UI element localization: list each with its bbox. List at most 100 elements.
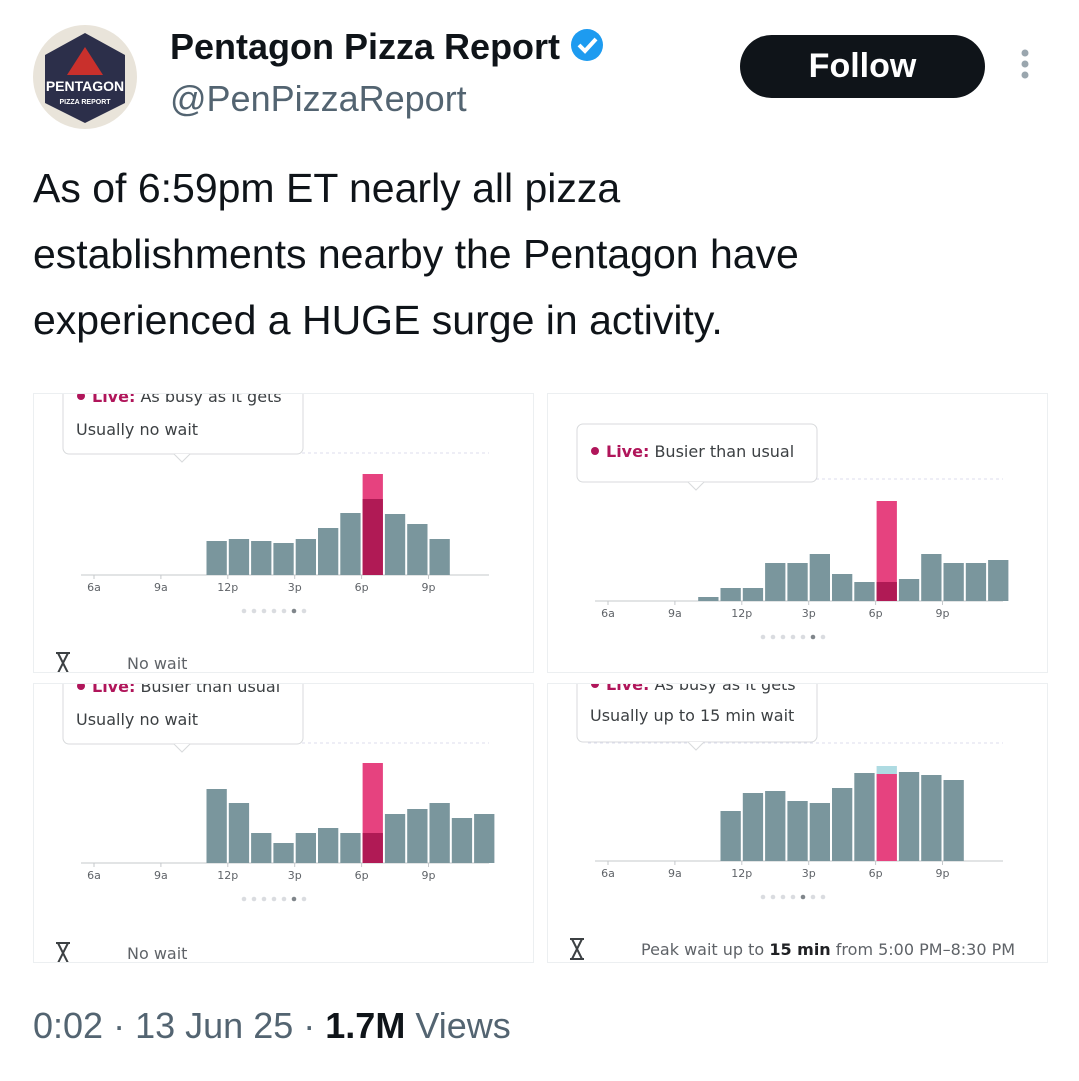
usual-bar	[384, 814, 406, 863]
date[interactable]: 13 Jun 25	[135, 1005, 294, 1046]
x-tick-label: 12p	[217, 869, 238, 882]
chart-panel[interactable]: Live: As busy as it gets Usually up to 15…	[547, 683, 1048, 963]
usual-bar	[921, 775, 942, 861]
usual-bar	[228, 803, 250, 863]
chart-panel[interactable]: Live: Busier than usual Usually no wait 6a…	[33, 683, 534, 963]
usual-bar	[876, 582, 897, 601]
hourglass-icon	[56, 942, 70, 962]
more-button[interactable]	[1015, 48, 1035, 84]
usual-bar	[965, 563, 987, 601]
hourglass-icon	[570, 938, 584, 960]
usual-bar	[720, 811, 741, 861]
footer-part: from 5:00 PM–8:30 PM	[831, 940, 1015, 959]
usual-bar	[943, 780, 964, 861]
page-dot	[790, 634, 796, 640]
usual-bar	[362, 499, 383, 575]
live-bar	[876, 501, 897, 601]
usual-bar	[206, 789, 227, 863]
footer-part: 15 min	[769, 940, 830, 959]
x-tick-label: 6p	[355, 869, 369, 882]
wait-footer: No wait	[127, 944, 187, 963]
live-text: As busy as it gets	[649, 684, 795, 694]
live-bar	[876, 774, 897, 861]
usual-bar	[384, 514, 406, 575]
page-dot	[770, 634, 776, 640]
usual-wait: Usually no wait	[76, 420, 198, 439]
usual-bar	[898, 772, 920, 861]
usual-bar	[251, 833, 272, 863]
usual-bar	[898, 579, 920, 601]
x-tick-label: 6p	[869, 607, 883, 620]
live-label: Live:	[606, 684, 649, 694]
page-dot	[281, 608, 287, 614]
chart: Live: As busy as it gets Usually no wait 6…	[56, 394, 489, 673]
page-dot	[261, 608, 267, 614]
x-tick-label: 12p	[731, 607, 752, 620]
usual-bar	[362, 833, 383, 863]
usual-bar	[273, 843, 294, 863]
live-label: Live:	[92, 394, 135, 406]
separator: ·	[113, 1005, 126, 1046]
handle[interactable]: @PenPizzaReport	[170, 78, 467, 119]
wait-footer: Peak wait up to 15 min from 5:00 PM–8:30…	[641, 940, 1015, 959]
page-dot	[251, 896, 257, 902]
usual-bar	[809, 554, 830, 601]
tooltip-pointer	[687, 741, 705, 751]
x-tick-label: 6a	[601, 867, 615, 880]
usual-bar	[340, 833, 361, 863]
usual-bar	[206, 541, 227, 575]
page-dot	[820, 894, 826, 900]
usual-bar	[832, 574, 853, 601]
page-dot	[790, 894, 796, 900]
chart-panel[interactable]: Live: Busier than usual 6a 9a 12p 3p 6p 9p	[547, 393, 1048, 673]
tooltip-pointer	[173, 453, 191, 463]
follow-button[interactable]: Follow	[740, 35, 985, 98]
usual-bar	[832, 788, 853, 861]
page-dot	[760, 894, 766, 900]
live-text: Busier than usual	[135, 684, 280, 696]
footer-part: No wait	[127, 654, 187, 673]
x-tick-label: 3p	[802, 867, 816, 880]
usual-bar	[742, 588, 764, 601]
usual-bar	[407, 809, 428, 863]
usual-bar	[742, 793, 764, 861]
live-label: Live:	[92, 684, 135, 696]
usual-bar	[921, 554, 942, 601]
chart-panel[interactable]: Live: As busy as it gets Usually no wait 6…	[33, 393, 534, 673]
page-dot	[770, 894, 776, 900]
live-label: Live:	[606, 442, 649, 461]
page-dot	[281, 896, 287, 902]
chart: Live: Busier than usual 6a 9a 12p 3p 6p 9p	[576, 423, 1009, 640]
footer-part: Peak wait up to	[641, 940, 769, 959]
x-tick-label: 9p	[422, 869, 436, 882]
page-dot	[780, 634, 786, 640]
live-status: Live: Busier than usual	[606, 442, 794, 461]
live-icon	[77, 394, 85, 400]
x-tick-label: 9p	[936, 867, 950, 880]
avatar[interactable]: PENTAGON PIZZA REPORT	[33, 25, 138, 130]
time[interactable]: 0:02	[33, 1005, 104, 1046]
display-name[interactable]: Pentagon Pizza Report	[170, 26, 604, 68]
separator: ·	[303, 1005, 316, 1046]
live-status: Live: Busier than usual	[92, 684, 280, 696]
views-count: 1.7M	[325, 1005, 406, 1046]
footer-part: No wait	[127, 944, 187, 963]
usual-bar	[474, 814, 495, 863]
usual-bar	[854, 582, 875, 601]
live-text: As busy as it gets	[135, 394, 281, 406]
tooltip-pointer	[173, 743, 191, 753]
usual-bar	[988, 560, 1009, 601]
page-dot	[800, 634, 806, 640]
usual-bar	[787, 801, 808, 861]
chart: Live: As busy as it gets Usually up to 15…	[570, 684, 1015, 960]
usual-bar	[429, 803, 450, 863]
page-dot	[301, 608, 307, 614]
x-tick-label: 6a	[87, 581, 101, 594]
live-text: Busier than usual	[649, 442, 794, 461]
page-dot	[810, 894, 816, 900]
tweet-text: As of 6:59pm ET nearly all pizza establi…	[33, 155, 799, 353]
x-tick-label: 9a	[668, 607, 682, 620]
usual-bar	[698, 597, 719, 601]
page-dot	[271, 896, 277, 902]
